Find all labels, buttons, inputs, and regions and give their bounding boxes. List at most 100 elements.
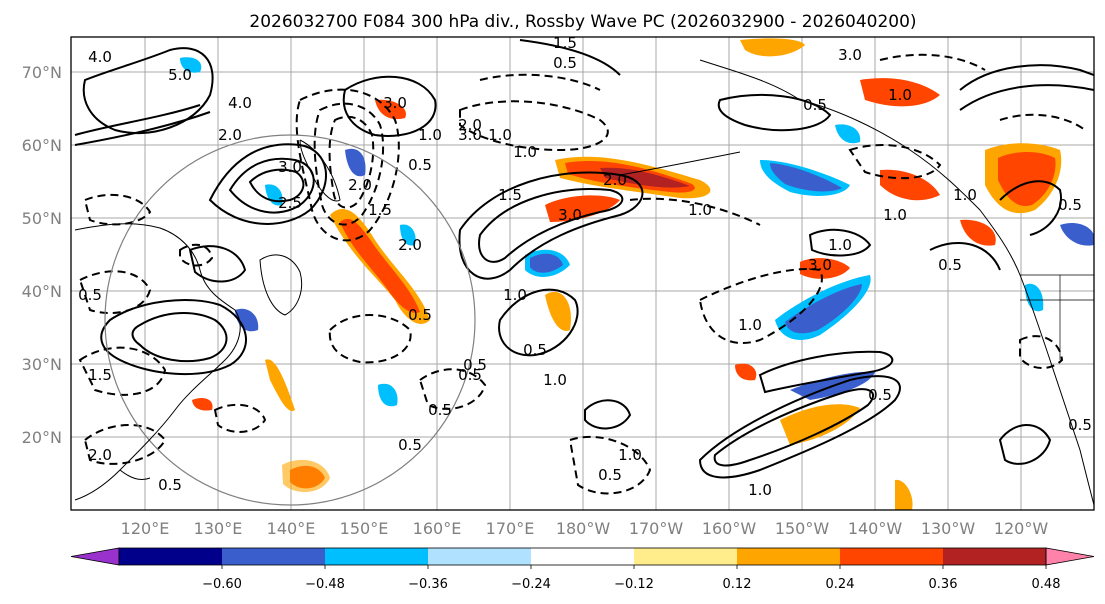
contour-label: 2.0 <box>218 126 242 144</box>
contour-label: 1.0 <box>883 206 907 224</box>
contour-label: 2.0 <box>458 116 482 134</box>
latitude-labels: 70°N 60°N 50°N 40°N 30°N 20°N <box>22 63 62 447</box>
contour-label: 3.0 <box>278 158 302 176</box>
positive-div-patch <box>265 359 295 411</box>
contour-label: 0.5 <box>78 286 102 304</box>
positive-contour <box>458 171 644 280</box>
latitude-label: 30°N <box>22 355 62 374</box>
contour-label: 3.0 <box>458 126 482 144</box>
positive-contour <box>959 64 1094 91</box>
colorbar-tick-label: −0.36 <box>408 577 448 592</box>
latitude-label: 60°N <box>22 136 62 155</box>
positive-contour <box>808 228 872 257</box>
contour-label: 1.0 <box>738 316 762 334</box>
contour-label: 1.0 <box>543 371 567 389</box>
negative-contour <box>78 346 167 396</box>
map-title: 2026032700 F084 300 hPa div., Rossby Wav… <box>249 12 916 32</box>
colorbar-tick-label: 0.48 <box>1032 577 1061 592</box>
positive-contour <box>82 47 214 135</box>
contour-label: 1.0 <box>488 126 512 144</box>
negative-div-patch <box>235 308 259 332</box>
contour-label: 0.5 <box>523 341 547 359</box>
divergence-shading <box>180 38 1094 510</box>
negative-div-patch <box>835 124 861 144</box>
contour-label: 0.5 <box>158 476 182 494</box>
contour-label: 5.0 <box>168 66 192 84</box>
positive-div-patch <box>375 99 406 120</box>
longitude-label: 150°W <box>775 519 830 538</box>
positive-div-patch <box>735 363 757 381</box>
positive-contour <box>717 94 832 132</box>
contour-label: 0.5 <box>463 356 487 374</box>
negative-div-patch <box>770 163 842 192</box>
coastline-asia <box>74 223 241 501</box>
negative-div-patch <box>180 57 202 73</box>
contour-label: 2.5 <box>278 194 302 212</box>
contour-label: 1.0 <box>513 143 537 161</box>
map-frame <box>70 36 1095 511</box>
contour-label: 1.5 <box>88 366 112 384</box>
contour-label: 2.0 <box>603 171 627 189</box>
positive-div-patch <box>600 167 690 188</box>
contour-label: 4.0 <box>88 48 112 66</box>
colorbar-tick-label: −0.48 <box>305 577 345 592</box>
contour-label: 0.5 <box>458 366 482 384</box>
colorbar-tick-label: 0.24 <box>826 577 855 592</box>
positive-div-patch <box>860 78 940 107</box>
rossby-wave-contours <box>74 39 1094 495</box>
longitude-label: 140°E <box>267 519 316 538</box>
negative-contour <box>295 88 400 242</box>
negative-contour <box>83 424 167 465</box>
negative-contour <box>879 53 986 71</box>
negative-contour <box>999 113 1086 131</box>
map-panel: 4.05.04.02.03.02.53.01.02.03.0 1.00.51.52… <box>70 34 1095 511</box>
contour-label: 1.0 <box>888 86 912 104</box>
positive-contour <box>131 312 228 363</box>
longitude-label: 180°W <box>556 519 611 538</box>
contour-label: 3.0 <box>808 256 832 274</box>
coastline-north-america <box>799 99 1094 506</box>
positive-contour <box>698 375 901 479</box>
colorbar-extend-low <box>70 547 120 566</box>
colorbar-segment <box>737 548 841 565</box>
contour-label: 0.5 <box>553 54 577 72</box>
negative-div-patch <box>400 224 416 246</box>
contour-label: 1.5 <box>553 34 577 52</box>
colorbar-tick-label: 0.36 <box>929 577 958 592</box>
negative-contour <box>459 100 609 152</box>
coastline-japan <box>259 254 303 316</box>
colorbar-tick-label: −0.60 <box>202 577 242 592</box>
colorbar-tick-label: 0.12 <box>723 577 752 592</box>
positive-contour <box>998 424 1052 465</box>
positive-contour <box>929 241 1001 271</box>
colorbar: −0.60 −0.48 −0.36 −0.24 −0.12 0.12 0.24 0.36 0.4… <box>70 547 1095 592</box>
contour-label: 0.5 <box>1068 416 1092 434</box>
longitude-label: 130°E <box>194 519 243 538</box>
contour-label: 1.0 <box>618 446 642 464</box>
positive-contour <box>100 299 247 375</box>
positive-div-patch <box>545 195 620 222</box>
contour-label: 0.5 <box>598 466 622 484</box>
colorbar-segment <box>428 548 532 565</box>
contour-label: 1.0 <box>418 126 442 144</box>
contour-label: 1.5 <box>498 186 522 204</box>
colorbar-segment <box>222 548 326 565</box>
negative-contour <box>328 115 375 209</box>
positive-contour <box>959 84 1094 111</box>
positive-contour <box>519 39 621 76</box>
coastline-islands <box>119 469 151 481</box>
contour-label: 1.5 <box>368 201 392 219</box>
negative-contour <box>568 435 652 495</box>
negative-div-patch <box>530 253 563 273</box>
contour-label: 0.5 <box>428 401 452 419</box>
contour-label: 1.0 <box>828 236 852 254</box>
positive-div-patch <box>998 152 1056 206</box>
colorbar-tick-label: −0.12 <box>614 577 654 592</box>
positive-contour <box>208 143 327 225</box>
positive-contour <box>584 399 632 430</box>
negative-contour <box>629 197 761 226</box>
negative-contour <box>1019 335 1064 369</box>
longitude-label: 160°E <box>413 519 462 538</box>
negative-contours <box>78 53 1086 495</box>
